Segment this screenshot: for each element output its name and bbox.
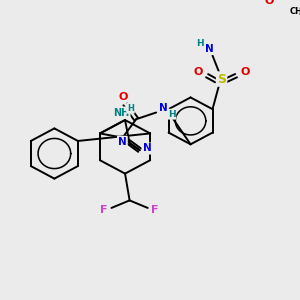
Text: 3: 3 [298, 10, 300, 16]
Text: H: H [168, 110, 175, 119]
Text: N: N [142, 143, 151, 154]
Text: NH: NH [113, 107, 130, 118]
Text: N: N [205, 44, 213, 54]
Text: S: S [217, 73, 226, 85]
Text: H: H [196, 39, 204, 48]
Text: O: O [193, 67, 203, 77]
Text: O: O [119, 92, 128, 102]
Text: N: N [118, 137, 127, 147]
Text: H: H [127, 104, 134, 113]
Text: F: F [151, 206, 159, 215]
Text: N: N [159, 103, 168, 113]
Text: O: O [241, 67, 250, 77]
Text: O: O [264, 0, 273, 6]
Text: F: F [100, 206, 108, 215]
Text: CH: CH [290, 7, 300, 16]
